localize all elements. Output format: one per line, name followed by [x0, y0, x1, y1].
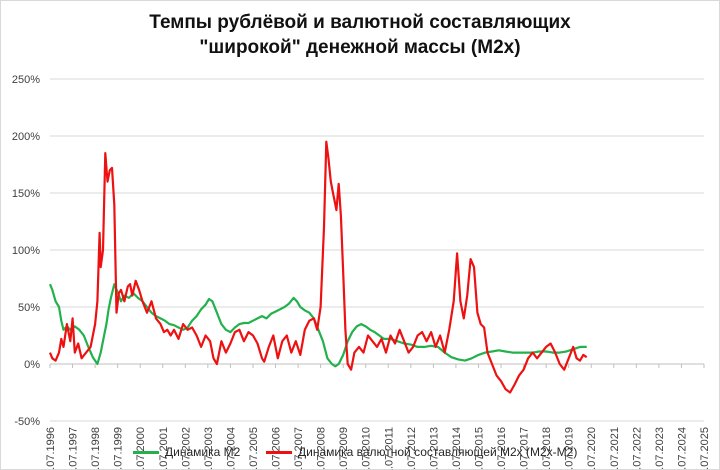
series-lines	[48, 140, 588, 394]
y-tick-label: 100%	[12, 245, 40, 257]
x-tick-label: 01.07.2009	[338, 427, 350, 470]
x-tick-label: 01.07.2017	[519, 427, 531, 470]
x-tick-label: 01.07.2021	[609, 427, 621, 470]
x-tick-label: 01.07.2011	[383, 427, 395, 470]
x-tick-label: 01.07.2024	[676, 427, 688, 470]
legend-item-m2: Динамика M2	[133, 445, 240, 459]
legend-item-fx: Динамика валютной составляющей M2x (M2x-…	[266, 445, 577, 459]
legend-label-fx: Динамика валютной составляющей M2x (M2x-…	[298, 445, 578, 459]
y-tick-label: -50%	[14, 416, 40, 428]
x-tick-label: 01.07.2025	[699, 427, 711, 470]
x-tick-label: 01.07.2019	[564, 427, 576, 470]
y-tick-label: 50%	[18, 302, 40, 314]
x-tick-label: 01.07.2007	[293, 427, 305, 470]
legend-line-fx	[266, 450, 292, 454]
y-tick-label: 250%	[12, 74, 40, 86]
x-tick-label: 01.07.2008	[316, 427, 328, 470]
x-axis: 01.07.1996 01.07.1997 01.07.1998 01.07.1999…	[45, 364, 711, 470]
x-tick-label: 01.07.1998	[90, 427, 102, 470]
series-line-m2	[48, 283, 587, 368]
x-tick-label: 01.07.2002	[180, 427, 192, 470]
x-tick-label: 01.07.2014	[451, 427, 463, 470]
x-tick-label: 01.07.1996	[45, 427, 57, 470]
y-tick-label: 150%	[12, 188, 40, 200]
y-tick-label: 200%	[12, 131, 40, 143]
x-tick-label: 01.07.2016	[496, 427, 508, 470]
x-tick-label: 01.07.2012	[406, 427, 418, 470]
x-tick-label: 01.07.2006	[271, 427, 283, 470]
x-tick-label: 01.07.1997	[68, 427, 80, 470]
x-tick-label: 01.07.2018	[541, 427, 553, 470]
x-tick-label: 01.07.2000	[135, 427, 147, 470]
x-tick-label: 01.07.2003	[203, 427, 215, 470]
x-tick-label: 01.07.2005	[248, 427, 260, 470]
gridlines	[50, 78, 704, 422]
series-line-fx	[48, 140, 588, 394]
chart-title: Темпы рублёвой и валютной составляющих "…	[0, 10, 720, 60]
y-tick-label: 0%	[24, 359, 40, 371]
chart-title-line-2: "широкой" денежной массы (M2x)	[199, 37, 521, 58]
x-tick-label: 01.07.2001	[158, 427, 170, 470]
x-tick-label: 01.07.2015	[473, 427, 485, 470]
legend: Динамика M2 Динамика валютной составляющ…	[0, 445, 720, 463]
x-tick-label: 01.07.2010	[361, 427, 373, 470]
x-tick-label: 01.07.2020	[586, 427, 598, 470]
x-tick-label: 01.07.2013	[428, 427, 440, 470]
x-tick-label: 01.07.2022	[631, 427, 643, 470]
legend-line-m2	[133, 450, 159, 454]
legend-label-m2: Динамика M2	[165, 445, 241, 459]
x-tick-label: 01.07.2004	[225, 427, 237, 470]
x-tick-label: 01.07.1999	[113, 427, 125, 470]
chart-title-line-1: Темпы рублёвой и валютной составляющих	[149, 12, 571, 33]
y-axis-tick-labels: -50% 0% 50% 100% 150% 200% 250%	[12, 74, 40, 428]
x-tick-label: 01.07.2023	[654, 427, 666, 470]
